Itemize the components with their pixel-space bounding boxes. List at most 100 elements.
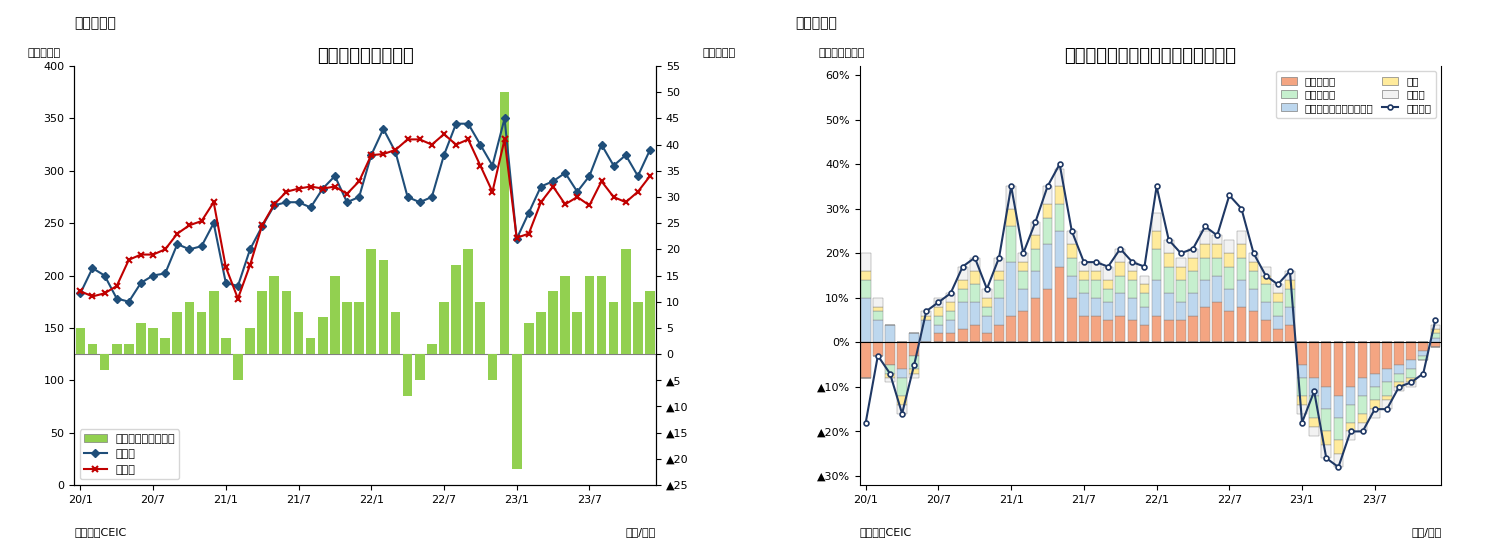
Bar [1248, 262, 1259, 271]
Bar [860, 271, 871, 280]
Bar [1128, 271, 1137, 280]
Bar [860, 342, 871, 378]
Bar [633, 302, 643, 354]
Bar [1103, 320, 1113, 342]
Bar [1128, 262, 1137, 271]
Bar [1201, 280, 1210, 307]
Bar [1006, 226, 1016, 262]
Bar [1116, 249, 1125, 262]
Bar [1297, 342, 1306, 365]
Bar [1297, 396, 1306, 404]
Bar [1067, 258, 1077, 276]
Bar [1018, 262, 1028, 271]
Bar [76, 328, 85, 354]
Bar [933, 316, 944, 325]
Bar [536, 312, 545, 354]
Bar [1055, 231, 1064, 267]
Bar [1116, 316, 1125, 342]
Bar [1116, 293, 1125, 316]
Bar [1164, 293, 1174, 320]
Bar [1043, 244, 1052, 289]
Bar [1006, 262, 1016, 316]
Bar [1309, 378, 1320, 396]
Bar [452, 265, 461, 354]
Bar [111, 344, 122, 354]
Bar [294, 312, 303, 354]
Text: （資料）CEIC: （資料）CEIC [74, 527, 126, 537]
Bar [391, 312, 400, 354]
Bar [1164, 267, 1174, 293]
Bar [645, 291, 655, 354]
Bar [354, 302, 364, 354]
Bar [921, 311, 932, 316]
Bar [1333, 440, 1343, 453]
Bar [1067, 276, 1077, 298]
Bar [1079, 293, 1089, 316]
Bar [1260, 302, 1271, 320]
Bar [621, 249, 630, 354]
Bar [1346, 387, 1355, 404]
Bar [1031, 298, 1040, 342]
Bar [572, 312, 583, 354]
Bar [123, 344, 134, 354]
Bar [1018, 311, 1028, 342]
Bar [1175, 280, 1186, 302]
Bar [1321, 387, 1331, 409]
Bar [1419, 356, 1428, 360]
Bar [1175, 320, 1186, 342]
Bar [1103, 280, 1113, 289]
Bar [1175, 302, 1186, 320]
Bar [1333, 453, 1343, 467]
Bar [1213, 235, 1221, 244]
Bar [933, 333, 944, 342]
Bar [1213, 302, 1221, 342]
Bar [1285, 289, 1294, 307]
Bar [487, 354, 498, 380]
Bar [1189, 293, 1198, 316]
Bar [233, 354, 242, 380]
Bar [958, 289, 967, 302]
Bar [1224, 289, 1235, 311]
Bar [886, 365, 895, 374]
Bar [1067, 244, 1077, 258]
Bar [1236, 307, 1247, 342]
Legend: 電話・部品, 織物・衣類, コンピュータ・電子部品, 履物, その他, 輸出合計: 電話・部品, 織物・衣類, コンピュータ・電子部品, 履物, その他, 輸出合計 [1276, 71, 1435, 118]
Bar [1358, 396, 1367, 414]
Bar [970, 325, 979, 342]
Bar [1140, 276, 1149, 284]
Bar [1140, 293, 1149, 307]
Bar [609, 302, 618, 354]
Bar [1370, 400, 1379, 409]
Bar [1274, 316, 1282, 329]
Bar [137, 323, 146, 354]
Bar [318, 317, 327, 354]
Bar [1116, 262, 1125, 276]
Bar [1297, 404, 1306, 414]
Bar [1274, 284, 1282, 293]
Bar [1382, 342, 1392, 369]
Bar [1189, 271, 1198, 293]
Bar [1309, 396, 1320, 418]
Bar [1079, 280, 1089, 293]
Bar [1213, 244, 1221, 258]
Bar [1285, 325, 1294, 342]
Bar [1309, 427, 1320, 436]
Bar [438, 302, 449, 354]
Bar [1091, 262, 1101, 271]
Bar [1128, 320, 1137, 342]
Bar [1406, 382, 1416, 387]
Bar [982, 316, 991, 333]
Bar [1419, 342, 1428, 351]
Bar [403, 354, 413, 396]
Bar [1321, 431, 1331, 445]
Bar [921, 320, 932, 342]
Bar [1140, 284, 1149, 293]
Bar [1394, 342, 1404, 365]
Bar [860, 298, 871, 342]
Bar [1394, 382, 1404, 387]
Bar [1248, 311, 1259, 342]
Bar [306, 338, 315, 354]
Text: （億ドル）: （億ドル） [703, 48, 736, 58]
Bar [1224, 240, 1235, 253]
Bar [1370, 342, 1379, 374]
